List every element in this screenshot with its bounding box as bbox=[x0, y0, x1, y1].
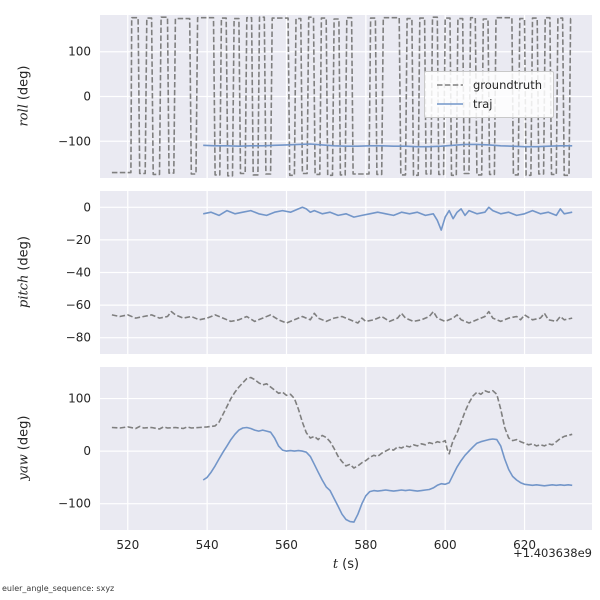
ylabel-pitch: pitch (deg) bbox=[17, 236, 32, 308]
ylabel-pitch-var: pitch bbox=[16, 274, 32, 309]
y-tick-label: 0 bbox=[83, 444, 91, 458]
ylabel-pitch-unit: (deg) bbox=[16, 235, 32, 271]
series-groundtruth bbox=[111, 310, 573, 324]
y-tick-label: 0 bbox=[83, 200, 91, 214]
legend: groundtruth traj bbox=[424, 71, 555, 118]
x-tick-label: 620 bbox=[513, 538, 536, 552]
ylabel-yaw: yaw (deg) bbox=[17, 416, 32, 481]
ylabel-roll: roll (deg) bbox=[17, 65, 32, 126]
x-axis-offset: +1.403638e9 bbox=[513, 546, 592, 560]
x-axis-label-unit: (s) bbox=[342, 557, 360, 572]
legend-item-groundtruth: groundtruth bbox=[436, 78, 542, 92]
solid-line-icon bbox=[437, 103, 463, 105]
series-traj bbox=[203, 206, 573, 231]
dashed-line-icon bbox=[437, 84, 463, 86]
series-traj bbox=[203, 143, 573, 148]
y-tick-label: 100 bbox=[68, 45, 91, 59]
x-tick-label: 540 bbox=[196, 538, 219, 552]
x-tick-label: 600 bbox=[434, 538, 457, 552]
series-groundtruth bbox=[111, 16, 573, 177]
y-tick-label: 0 bbox=[83, 90, 91, 104]
y-tick-label: −20 bbox=[66, 233, 91, 247]
y-tick-label: −80 bbox=[66, 331, 91, 345]
series-groundtruth bbox=[111, 376, 573, 469]
subplot-yaw: 100 0 −100 520 540 560 580 600 620 bbox=[58, 367, 592, 552]
ylabel-roll-unit: (deg) bbox=[16, 65, 32, 101]
ylabel-yaw-var: yaw bbox=[16, 454, 32, 481]
x-axis-label-var: t bbox=[332, 557, 339, 572]
x-tick-label: 560 bbox=[275, 538, 298, 552]
y-tick-label: −60 bbox=[66, 298, 91, 312]
legend-label-groundtruth: groundtruth bbox=[473, 78, 543, 92]
y-tick-label: 100 bbox=[68, 392, 91, 406]
y-tick-label: −40 bbox=[66, 266, 91, 280]
legend-label-traj: traj bbox=[473, 97, 493, 111]
y-tick-label: −100 bbox=[58, 134, 91, 148]
axes-background bbox=[100, 367, 592, 530]
x-tick-label: 520 bbox=[116, 538, 139, 552]
x-tick-label: 580 bbox=[354, 538, 377, 552]
ylabel-roll-var: roll bbox=[16, 104, 32, 127]
euler-angle-sequence-note: euler_angle_sequence: sxyz bbox=[2, 584, 115, 593]
legend-item-traj: traj bbox=[436, 97, 542, 111]
series-traj bbox=[202, 426, 573, 523]
y-tick-label: −100 bbox=[58, 497, 91, 511]
x-axis-label: t (s) bbox=[333, 557, 359, 572]
subplot-pitch: 0 −20 −40 −60 −80 bbox=[66, 191, 592, 354]
ylabel-yaw-unit: (deg) bbox=[16, 415, 32, 451]
